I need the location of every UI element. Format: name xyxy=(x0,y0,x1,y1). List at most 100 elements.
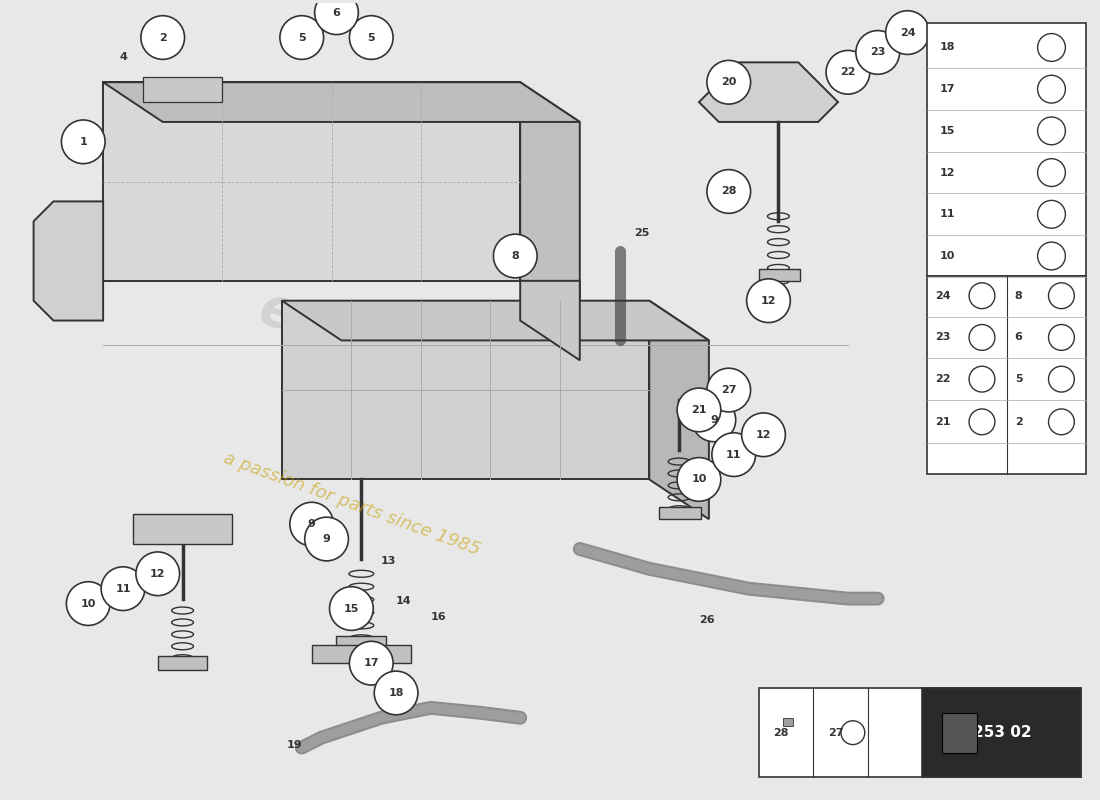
Bar xyxy=(311,646,411,663)
Bar xyxy=(927,276,1087,474)
Text: 19: 19 xyxy=(287,739,303,750)
Text: 28: 28 xyxy=(773,728,789,738)
Text: 16: 16 xyxy=(431,613,447,622)
Polygon shape xyxy=(34,202,103,321)
Text: eurospares: eurospares xyxy=(253,282,588,418)
Circle shape xyxy=(305,517,349,561)
Text: 10: 10 xyxy=(80,598,96,609)
Text: 8: 8 xyxy=(512,251,519,261)
Text: 11: 11 xyxy=(726,450,741,460)
Text: 13: 13 xyxy=(382,556,397,566)
Text: 23: 23 xyxy=(870,47,886,58)
Text: 21: 21 xyxy=(935,417,950,427)
Text: 9: 9 xyxy=(322,534,330,544)
Text: 10: 10 xyxy=(939,251,955,261)
Text: 28: 28 xyxy=(720,186,737,197)
Text: 12: 12 xyxy=(761,296,777,306)
Text: 11: 11 xyxy=(939,210,955,219)
Circle shape xyxy=(692,398,736,442)
Text: 2: 2 xyxy=(158,33,166,42)
Circle shape xyxy=(678,388,721,432)
Text: 23: 23 xyxy=(935,333,950,342)
Polygon shape xyxy=(520,281,580,360)
Text: 22: 22 xyxy=(935,374,950,384)
Bar xyxy=(927,22,1087,276)
Text: 25: 25 xyxy=(635,228,650,238)
Text: 22: 22 xyxy=(840,67,856,78)
Text: 27: 27 xyxy=(828,728,844,738)
Text: a passion for parts since 1985: a passion for parts since 1985 xyxy=(221,450,482,559)
Text: 21: 21 xyxy=(691,405,706,415)
Text: 20: 20 xyxy=(722,78,736,87)
Circle shape xyxy=(289,502,333,546)
Text: 26: 26 xyxy=(698,615,715,626)
Polygon shape xyxy=(649,301,708,519)
Circle shape xyxy=(707,368,750,412)
Polygon shape xyxy=(103,82,580,122)
Circle shape xyxy=(374,671,418,714)
Text: 12: 12 xyxy=(756,430,771,440)
Circle shape xyxy=(741,413,785,457)
Text: 1: 1 xyxy=(79,137,87,147)
Circle shape xyxy=(315,0,359,34)
Bar xyxy=(337,636,386,648)
Circle shape xyxy=(330,586,373,630)
Circle shape xyxy=(678,458,721,502)
Circle shape xyxy=(707,60,750,104)
Circle shape xyxy=(66,582,110,626)
Text: 12: 12 xyxy=(939,167,955,178)
Polygon shape xyxy=(520,82,580,321)
Text: 253 02: 253 02 xyxy=(972,725,1031,740)
Circle shape xyxy=(136,552,179,596)
Bar xyxy=(759,269,800,281)
Polygon shape xyxy=(282,301,649,479)
Text: 9: 9 xyxy=(308,519,316,529)
Text: 18: 18 xyxy=(388,688,404,698)
Text: 15: 15 xyxy=(343,603,359,614)
Text: 8: 8 xyxy=(1014,290,1023,301)
Text: 24: 24 xyxy=(900,27,915,38)
Circle shape xyxy=(856,30,900,74)
Text: 9: 9 xyxy=(710,415,718,425)
Text: 10: 10 xyxy=(691,474,706,485)
Circle shape xyxy=(707,170,750,214)
Text: 5: 5 xyxy=(367,33,375,42)
Circle shape xyxy=(62,120,106,164)
Circle shape xyxy=(494,234,537,278)
Circle shape xyxy=(826,50,870,94)
Text: 14: 14 xyxy=(396,595,411,606)
Polygon shape xyxy=(943,713,977,753)
Bar xyxy=(143,78,222,102)
Bar xyxy=(157,656,208,670)
Text: 15: 15 xyxy=(939,126,955,136)
Circle shape xyxy=(141,16,185,59)
Bar xyxy=(759,688,1081,778)
Text: 24: 24 xyxy=(935,290,950,301)
Circle shape xyxy=(350,642,393,685)
Text: 17: 17 xyxy=(939,84,955,94)
Text: 6: 6 xyxy=(332,8,340,18)
Polygon shape xyxy=(698,62,838,122)
Circle shape xyxy=(101,567,145,610)
Bar xyxy=(923,688,1081,778)
Circle shape xyxy=(747,279,790,322)
Polygon shape xyxy=(282,301,708,341)
Text: 17: 17 xyxy=(363,658,379,668)
Circle shape xyxy=(886,10,929,54)
Bar xyxy=(659,507,701,519)
Text: 18: 18 xyxy=(939,42,955,53)
Text: 5: 5 xyxy=(1014,374,1022,384)
Text: 11: 11 xyxy=(116,584,131,594)
Bar xyxy=(133,514,232,544)
Circle shape xyxy=(350,16,393,59)
Polygon shape xyxy=(103,82,520,281)
Circle shape xyxy=(712,433,756,477)
Text: 12: 12 xyxy=(150,569,165,578)
Text: 4: 4 xyxy=(119,52,126,62)
Text: 5: 5 xyxy=(298,33,306,42)
Text: 2: 2 xyxy=(1014,417,1023,427)
Text: 27: 27 xyxy=(720,385,737,395)
Polygon shape xyxy=(783,718,793,726)
Circle shape xyxy=(279,16,323,59)
Text: 6: 6 xyxy=(1014,333,1023,342)
